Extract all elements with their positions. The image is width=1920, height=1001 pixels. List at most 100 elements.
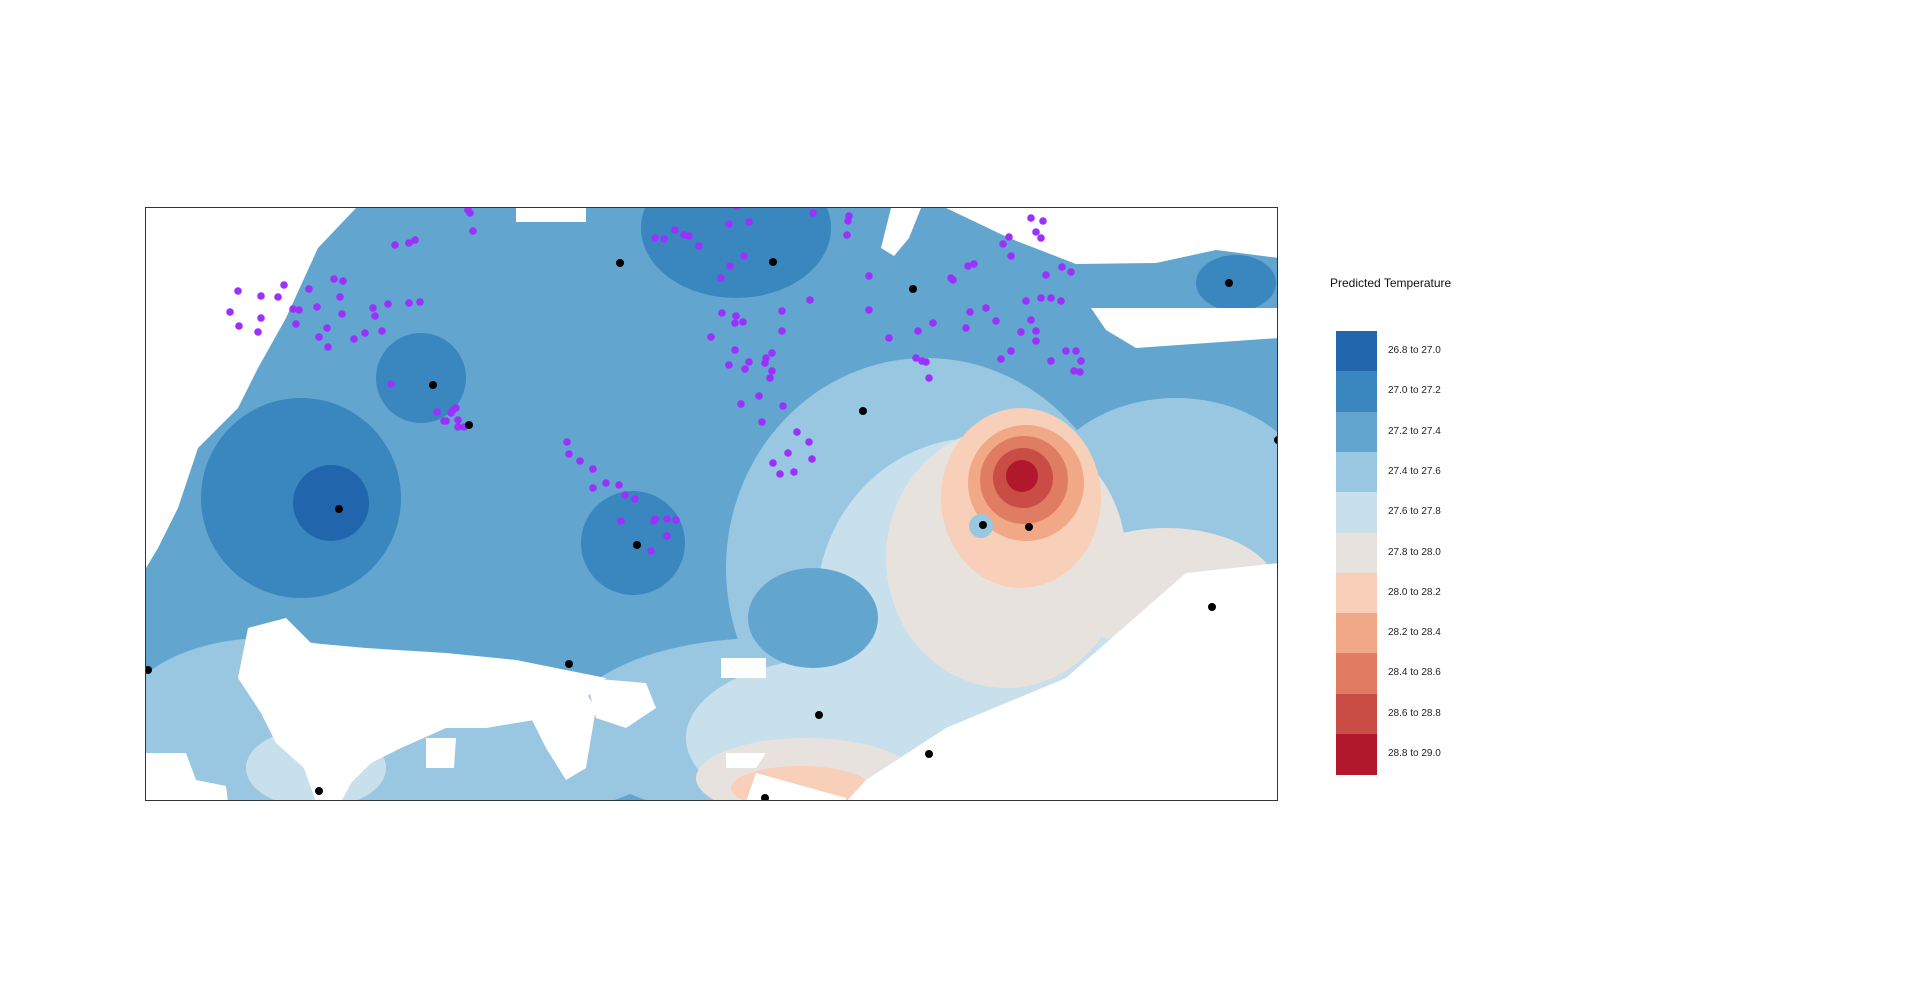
sample-point [235, 322, 243, 330]
sample-point [962, 324, 970, 332]
sample-point [779, 402, 787, 410]
sample-point [405, 299, 413, 307]
sample-point [1037, 234, 1045, 242]
sample-point [865, 272, 873, 280]
sample-point [416, 298, 424, 306]
sample-point [621, 491, 629, 499]
sample-point [313, 303, 321, 311]
sample-point [726, 262, 734, 270]
legend-swatch [1336, 492, 1377, 534]
legend-label: 28.0 to 28.2 [1388, 586, 1441, 598]
sample-point [1027, 316, 1035, 324]
sample-point [808, 455, 816, 463]
sample-point [442, 417, 450, 425]
sample-point [254, 328, 262, 336]
sample-point [1070, 367, 1078, 375]
sample-point [731, 319, 739, 327]
sample-point [966, 308, 974, 316]
sample-point [732, 312, 740, 320]
temperature-zone [1006, 460, 1038, 492]
sample-point [925, 374, 933, 382]
sample-point [305, 285, 313, 293]
sample-point [1027, 214, 1035, 222]
sample-point [576, 457, 584, 465]
water-area [531, 678, 596, 780]
sample-point [717, 274, 725, 282]
water-areas [146, 208, 1277, 800]
sample-point [1032, 337, 1040, 345]
sample-point [731, 346, 739, 354]
sample-point [565, 450, 573, 458]
sample-point [289, 305, 297, 313]
weather-station [146, 666, 152, 674]
weather-station [1025, 523, 1033, 531]
sample-point [1057, 297, 1065, 305]
sample-point [733, 208, 741, 210]
sample-point [663, 515, 671, 523]
sample-point [741, 365, 749, 373]
sample-point [793, 428, 801, 436]
sample-point [602, 479, 610, 487]
sample-point [755, 392, 763, 400]
sample-point [1047, 294, 1055, 302]
sample-point [324, 343, 332, 351]
sample-point [1039, 217, 1047, 225]
weather-station [1274, 436, 1277, 444]
legend-swatch [1336, 371, 1377, 413]
sample-point [405, 239, 413, 247]
sample-point [768, 367, 776, 375]
sample-point [631, 495, 639, 503]
sample-point [964, 262, 972, 270]
legend-label: 27.6 to 27.8 [1388, 506, 1441, 518]
water-area [238, 618, 606, 800]
sample-point [257, 292, 265, 300]
sample-point [766, 374, 774, 382]
sample-point [295, 306, 303, 314]
sample-point [685, 232, 693, 240]
sample-point [865, 306, 873, 314]
sample-point [315, 333, 323, 341]
sample-point [330, 275, 338, 283]
sample-point [651, 234, 659, 242]
sample-point [997, 355, 1005, 363]
legend-swatch [1336, 331, 1377, 372]
sample-point [1007, 252, 1015, 260]
legend-label: 27.0 to 27.2 [1388, 385, 1441, 397]
water-area [146, 208, 356, 568]
sample-point [762, 354, 770, 362]
sample-point [1032, 228, 1040, 236]
sample-point [769, 459, 777, 467]
sample-point [806, 296, 814, 304]
temperature-zone [748, 568, 878, 668]
sample-point [338, 310, 346, 318]
sample-point [1047, 357, 1055, 365]
sample-point [226, 308, 234, 316]
sample-point [447, 409, 455, 417]
sample-point [672, 516, 680, 524]
sample-point [339, 277, 347, 285]
sample-point [280, 281, 288, 289]
sample-point [809, 209, 817, 217]
sample-point [1072, 347, 1080, 355]
legend: Predicted Temperature 26.8 to 27.0 27.0 t… [1330, 276, 1550, 796]
sample-point [1017, 328, 1025, 336]
sample-point [589, 465, 597, 473]
weather-station [465, 421, 473, 429]
temperature-zone [376, 333, 466, 423]
legend-label: 27.8 to 28.0 [1388, 546, 1441, 558]
water-area [1091, 308, 1277, 348]
sample-point [918, 357, 926, 365]
temperature-zone [641, 208, 831, 298]
water-area [847, 563, 1277, 800]
sample-point [758, 418, 766, 426]
sample-point [336, 293, 344, 301]
sample-point [369, 304, 377, 312]
weather-station [1208, 603, 1216, 611]
sample-point [466, 209, 474, 217]
legend-swatch [1336, 572, 1377, 614]
sample-point [411, 236, 419, 244]
sample-point [739, 318, 747, 326]
water-area [746, 773, 846, 800]
legend-label: 26.8 to 27.0 [1388, 345, 1441, 356]
sample-point [1067, 268, 1075, 276]
